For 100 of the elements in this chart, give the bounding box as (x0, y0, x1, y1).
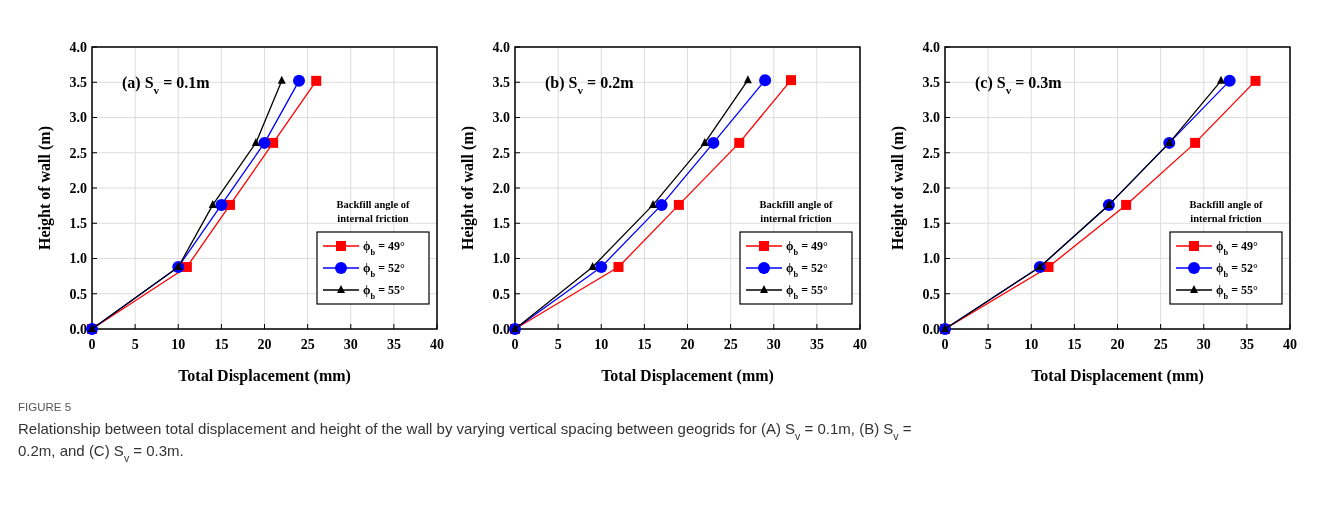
y-axis-title: Height of wall (m) (459, 126, 477, 250)
text: Relationship between total displacement and height of the wall by varying vertical spacing between geogrids for (A) S$_{v}$ = 0.1m, (B) S$_{v}$ = 0.2m, and (C) S$_{v}$ = 0.3m. (18, 420, 912, 464)
y-tick-label: 2.5 (492, 145, 510, 161)
legend-label: ϕ$_{b}$ = 52° (363, 261, 406, 279)
y-tick-label: 1.0 (492, 251, 510, 267)
legend-label: ϕ$_{b}$ = 49° (786, 239, 829, 257)
x-tick-label: 40 (1283, 337, 1297, 352)
x-tick-label: 20 (1110, 337, 1125, 352)
point (707, 136, 720, 149)
point (595, 260, 608, 273)
x-tick-label: 0 (511, 337, 519, 352)
y-tick-label: 3.0 (69, 110, 87, 126)
y-tick-label: 3.5 (69, 75, 87, 91)
y-axis-title: Height of wall (m) (36, 126, 54, 250)
x-tick-label: 25 (300, 337, 315, 352)
legend-title: Backfill angle of internal friction (1189, 199, 1263, 224)
y-tick-label: 2.5 (69, 145, 87, 161)
legend-title: Backfill angle of internal friction (336, 199, 410, 224)
x-tick-label: 35 (386, 337, 401, 352)
y-tick-label: 1.0 (69, 251, 87, 267)
point (251, 137, 260, 146)
y-tick-label: 3.0 (492, 110, 510, 126)
point (277, 75, 286, 84)
x-tick-label: 30 (343, 337, 358, 352)
y-tick-label: 3.5 (922, 75, 940, 91)
point (655, 198, 668, 211)
annotation: (b) S$_{v}$ = 0.2m (545, 74, 635, 97)
legend-title: Backfill angle of internal friction (759, 199, 833, 224)
x-tick-label: 5 (131, 337, 139, 352)
x-tick-label: 40 (430, 337, 444, 352)
y-tick-label: 2.0 (922, 180, 940, 196)
point (1190, 137, 1201, 148)
x-tick-label: 15 (214, 337, 229, 352)
x-tick-label: 25 (723, 337, 738, 352)
y-tick-label: 2.0 (492, 180, 510, 196)
legend-label: ϕ$_{b}$ = 49° (1216, 239, 1259, 257)
point (759, 74, 772, 87)
point (293, 74, 305, 87)
point (311, 75, 322, 86)
y-tick-label: 1.0 (922, 251, 940, 267)
point (588, 261, 597, 270)
y-axis-title: Height of wall (m) (889, 126, 907, 250)
point (700, 137, 709, 146)
legend-label: ϕ$_{b}$ = 55° (1216, 283, 1259, 301)
y-tick-label: 3.5 (492, 75, 510, 91)
y-tick-label: 0.0 (922, 321, 940, 337)
x-axis-title: Total Displacement (mm) (178, 367, 351, 385)
y-tick-label: 0.0 (69, 321, 87, 337)
x-tick-label: 5 (554, 337, 562, 352)
y-tick-label: 4.0 (922, 39, 940, 55)
x-tick-label: 35 (809, 337, 824, 352)
y-tick-label: 2.5 (922, 145, 940, 161)
point (1250, 75, 1261, 86)
point (208, 199, 217, 208)
y-tick-label: 4.0 (69, 39, 87, 55)
point (734, 137, 745, 148)
caption: FIGURE 5 (18, 401, 72, 413)
y-tick-label: 1.5 (69, 216, 87, 232)
x-tick-label: 30 (766, 337, 781, 352)
x-tick-label: 10 (594, 337, 609, 352)
point (1223, 74, 1236, 87)
legend-label: ϕ$_{b}$ = 55° (786, 283, 829, 301)
y-tick-label: 3.0 (922, 110, 940, 126)
point (258, 136, 271, 149)
x-axis-title: Total Displacement (mm) (1031, 367, 1204, 385)
legend-label: ϕ$_{b}$ = 52° (1216, 261, 1259, 279)
x-axis-title: Total Displacement (mm) (601, 367, 774, 385)
x-tick-label: 0 (941, 337, 949, 352)
y-tick-label: 0.5 (922, 286, 940, 302)
legend-label: ϕ$_{b}$ = 55° (363, 283, 406, 301)
legend-label: ϕ$_{b}$ = 52° (786, 261, 829, 279)
legend-label: ϕ$_{b}$ = 49° (363, 239, 406, 257)
x-tick-label: 30 (1196, 337, 1211, 352)
annotation: (c) S$_{v}$ = 0.3m (975, 74, 1063, 97)
x-tick-label: 25 (1153, 337, 1168, 352)
x-tick-label: 10 (171, 337, 186, 352)
point (649, 199, 657, 208)
point (215, 198, 228, 211)
x-tick-label: 20 (257, 337, 272, 352)
point (613, 261, 624, 272)
point (786, 75, 796, 86)
point (1121, 199, 1132, 210)
x-tick-label: 15 (1067, 337, 1082, 352)
x-tick-label: 0 (88, 337, 96, 352)
annotation: (a) S$_{v}$ = 0.1m (122, 74, 211, 97)
point (743, 75, 752, 84)
x-tick-label: 5 (984, 337, 992, 352)
y-tick-label: 0.5 (492, 286, 510, 302)
y-tick-label: 4.0 (492, 39, 510, 55)
point (673, 199, 684, 210)
x-tick-label: 20 (680, 337, 695, 352)
point (1217, 75, 1225, 84)
y-tick-label: 0.0 (492, 321, 510, 337)
x-tick-label: 15 (637, 337, 652, 352)
y-tick-label: 2.0 (69, 180, 87, 196)
x-tick-label: 40 (853, 337, 867, 352)
y-tick-label: 1.5 (922, 216, 940, 232)
x-tick-label: 35 (1239, 337, 1254, 352)
x-tick-label: 10 (1024, 337, 1039, 352)
y-tick-label: 1.5 (492, 216, 510, 232)
